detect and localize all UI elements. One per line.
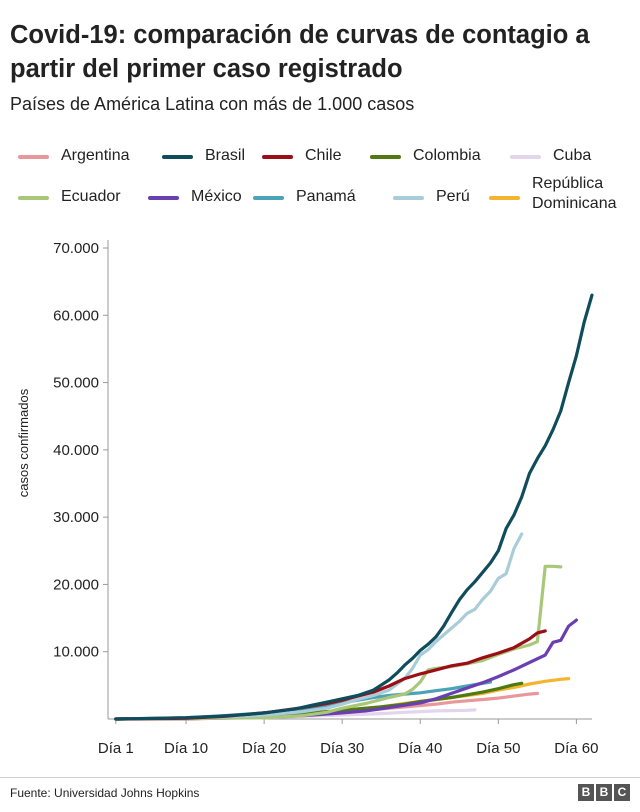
- legend-item: Argentina: [18, 146, 130, 166]
- x-tick-label: Día 10: [164, 740, 208, 757]
- legend-swatch: [18, 155, 49, 159]
- chart-title: Covid-19: comparación de curvas de conta…: [10, 21, 590, 83]
- legend-item: México: [148, 187, 242, 207]
- legend-label: Argentina: [61, 147, 130, 164]
- y-tick-label: 30.000: [53, 509, 99, 526]
- legend-label: Brasil: [205, 147, 246, 164]
- source-note: Fuente: Universidad Johns Hopkins: [10, 786, 200, 800]
- legend-item: Ecuador: [18, 187, 121, 207]
- series-line-brasil: [114, 293, 594, 721]
- y-axis-title: casos confirmados: [16, 388, 31, 497]
- legend-swatch: [510, 155, 541, 159]
- legend-label: Perú: [436, 188, 470, 205]
- legend-label: Cuba: [553, 147, 592, 164]
- x-tick-label: Día 30: [320, 740, 364, 757]
- legend-swatch: [148, 196, 179, 200]
- x-tick-label: Día 50: [476, 740, 520, 757]
- legend-label: México: [191, 188, 242, 205]
- legend-item: República Dominicana: [489, 174, 616, 214]
- legend-item: Brasil: [162, 146, 245, 166]
- logo-letter: B: [596, 784, 612, 801]
- chart-legend: Argentina Brasil Chile Colombia Cuba Ecuador M…: [0, 138, 640, 228]
- legend-swatch: [162, 155, 193, 159]
- legend-swatch: [489, 196, 520, 200]
- legend-label: Colombia: [413, 147, 481, 164]
- line-chart: 10.000 20.000 30.000 40.000 50.000 60.000 70.0…: [16, 240, 598, 757]
- legend-label: Ecuador: [61, 188, 121, 205]
- x-axis-ticks: Día 1 Día 10 Día 20 Día 30 Día 40 Día 50 Día 6…: [98, 719, 598, 757]
- legend-item: Colombia: [370, 146, 481, 166]
- legend-swatch: [370, 155, 401, 159]
- legend-item: Cuba: [510, 146, 591, 166]
- legend-swatch: [393, 196, 424, 200]
- y-tick-label: 70.000: [53, 240, 99, 257]
- chart-subtitle: Países de América Latina con más de 1.00…: [10, 94, 415, 114]
- series-line-perú: [114, 532, 524, 721]
- x-tick-label: Día 1: [98, 740, 134, 757]
- x-tick-label: Día 20: [242, 740, 286, 757]
- legend-item: Perú: [393, 187, 470, 207]
- y-tick-label: 60.000: [53, 307, 99, 324]
- legend-item: Chile: [262, 146, 341, 166]
- legend-swatch: [18, 196, 49, 200]
- logo-letter: B: [578, 784, 594, 801]
- x-tick-label: Día 60: [554, 740, 598, 757]
- series-lines: [114, 293, 594, 721]
- legend-item: Panamá: [253, 187, 356, 207]
- y-tick-label: 40.000: [53, 442, 99, 459]
- y-tick-label: 20.000: [53, 576, 99, 593]
- y-tick-label: 10.000: [53, 644, 99, 661]
- legend-label: Panamá: [296, 188, 356, 205]
- footer-divider: [0, 777, 640, 778]
- legend-label: Chile: [305, 147, 342, 164]
- bbc-logo: B B C: [578, 784, 630, 801]
- legend-label: República Dominicana: [532, 175, 617, 212]
- y-tick-label: 50.000: [53, 375, 99, 392]
- legend-swatch: [262, 155, 293, 159]
- series-line-ecuador: [114, 564, 563, 721]
- x-tick-label: Día 40: [398, 740, 442, 757]
- y-axis-ticks: 10.000 20.000 30.000 40.000 50.000 60.000 70.0…: [53, 240, 108, 661]
- legend-swatch: [253, 196, 284, 200]
- logo-letter: C: [614, 784, 630, 801]
